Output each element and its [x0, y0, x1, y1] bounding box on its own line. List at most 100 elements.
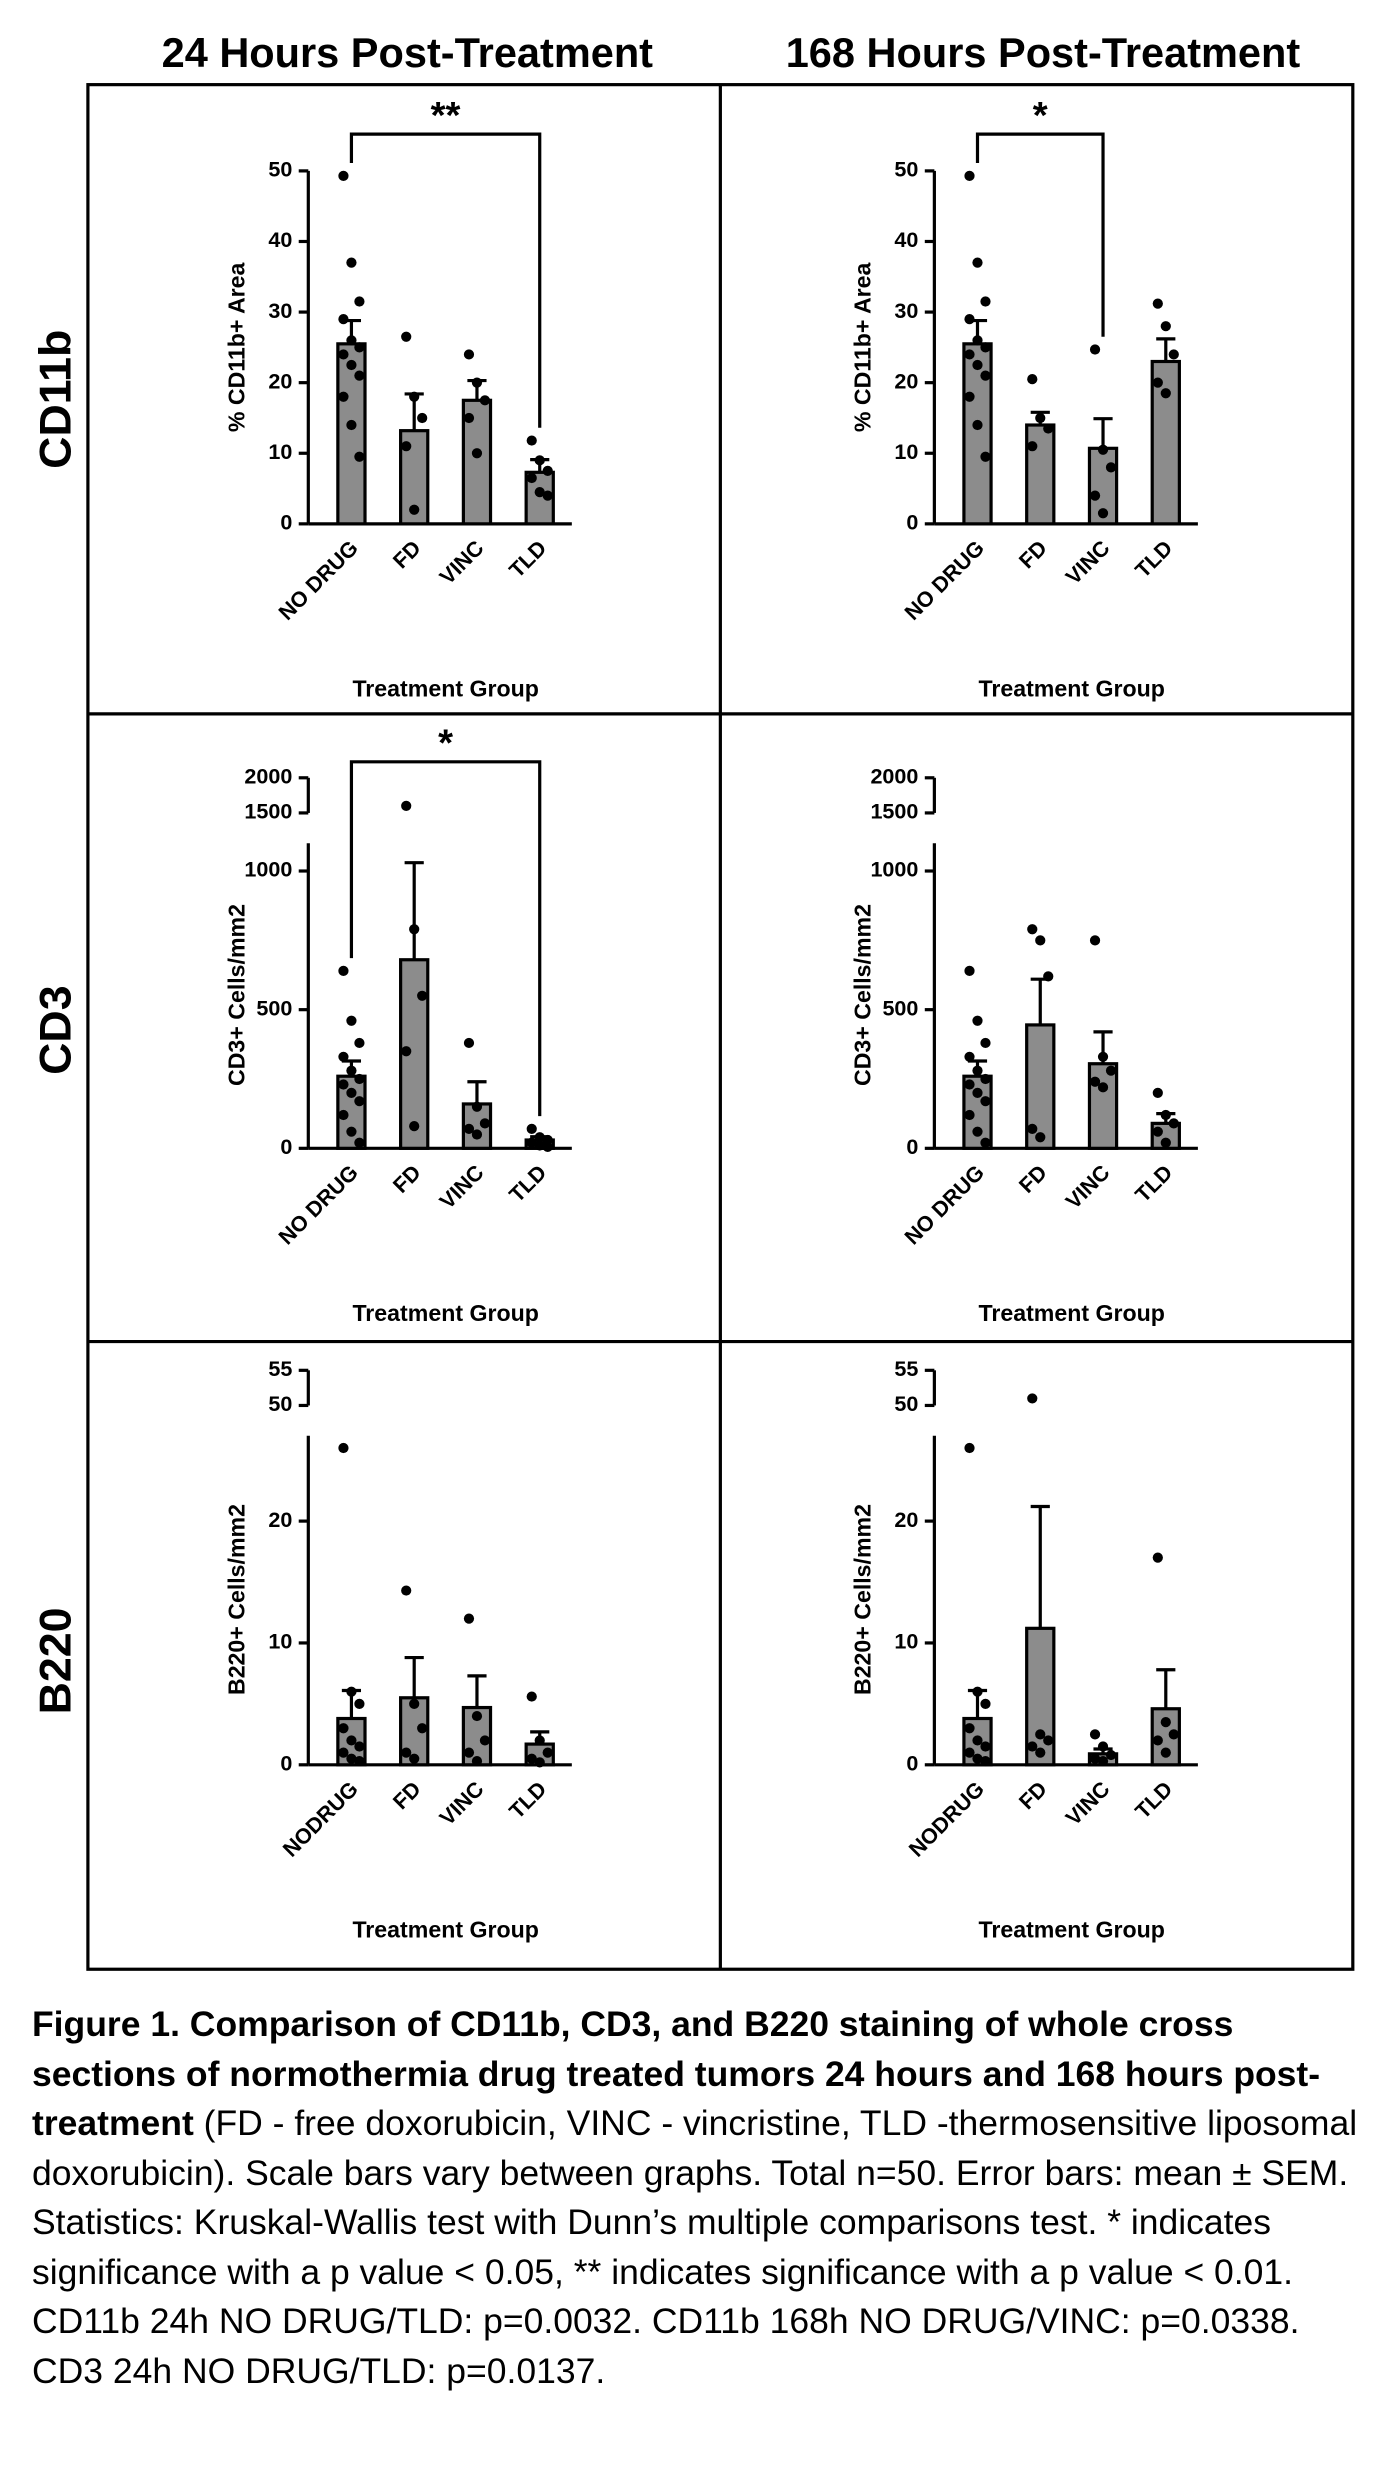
data-point [1089, 935, 1101, 946]
y-tick-label: 2000 [244, 763, 292, 788]
data-point [980, 1073, 991, 1085]
y-tick-label: 500 [882, 995, 918, 1020]
y-tick-label: 10 [268, 1629, 292, 1654]
x-tick-label: NO DRUG [899, 535, 989, 625]
data-point [526, 1691, 537, 1702]
data-point [463, 1747, 475, 1758]
data-point [354, 1698, 365, 1709]
data-point [346, 1753, 357, 1764]
data-point [354, 370, 365, 381]
data-point [346, 1087, 357, 1098]
data-point [1043, 423, 1054, 434]
x-axis-label: Treatment Group [352, 1916, 538, 1942]
y-tick-label: 2000 [870, 763, 918, 788]
error-bar [404, 861, 424, 960]
x-tick-label: FD [1014, 535, 1052, 573]
data-point [1097, 508, 1109, 519]
row-label: CD11b [31, 330, 80, 469]
data-point [1035, 412, 1046, 424]
x-tick-label: NO DRUG [899, 1160, 989, 1250]
data-point [409, 924, 420, 935]
x-axis-label: Treatment Group [352, 1300, 538, 1326]
x-axis-label: Treatment Group [979, 675, 1165, 701]
error-bar [404, 1655, 424, 1698]
data-point [972, 359, 983, 371]
data-point [338, 1442, 349, 1454]
y-tick-label: 55 [894, 1356, 918, 1381]
data-point [401, 1046, 412, 1057]
caption-label: Figure 1. Comparison of CD11b, CD3, and … [32, 2004, 1321, 2143]
data-point [409, 1698, 420, 1709]
data-point [338, 1723, 349, 1734]
data-point [534, 1735, 545, 1746]
data-point [338, 1747, 349, 1758]
y-tick-label: 40 [894, 227, 918, 252]
x-tick-label: VINC [1060, 1160, 1114, 1214]
data-point [1089, 1753, 1101, 1764]
data-point [534, 1132, 545, 1143]
x-tick-label: TLD [1130, 1160, 1177, 1207]
x-tick-label: VINC [434, 535, 488, 589]
data-point [354, 1073, 365, 1085]
error-bar [1093, 417, 1113, 449]
data-point [1160, 1109, 1171, 1121]
data-point [409, 391, 420, 402]
data-point [1089, 490, 1101, 501]
x-tick-label: NODRUG [278, 1776, 363, 1861]
x-axis-label: Treatment Group [352, 675, 538, 701]
y-tick-label: 20 [894, 1507, 918, 1532]
data-point [338, 1051, 349, 1062]
x-tick-label: FD [388, 535, 426, 573]
data-point [964, 170, 975, 181]
data-point [401, 1747, 412, 1758]
data-point [1152, 298, 1163, 309]
error-bar [1156, 337, 1176, 362]
x-tick-label: VINC [434, 1776, 488, 1830]
data-point [972, 419, 983, 431]
data-point [401, 441, 412, 452]
data-point [463, 1037, 475, 1049]
data-point [401, 800, 412, 812]
data-point [479, 1118, 491, 1129]
data-point [1035, 1132, 1046, 1143]
bar [1025, 423, 1056, 526]
data-point [972, 257, 983, 268]
data-point [964, 1723, 975, 1734]
data-point [964, 1109, 975, 1121]
y-axis-label: B220+ Cells/mm2 [849, 1504, 875, 1695]
y-axis-label: CD3+ Cells/mm2 [223, 904, 249, 1086]
x-tick-label: VINC [1060, 1776, 1114, 1830]
x-axis-label: Treatment Group [979, 1300, 1165, 1326]
data-point [972, 1753, 983, 1764]
data-point [354, 1037, 365, 1049]
data-point [972, 1735, 983, 1746]
data-point [972, 1015, 983, 1026]
data-point [1160, 1137, 1171, 1148]
data-point [964, 965, 975, 976]
y-tick-label: 10 [894, 1629, 918, 1654]
y-axis-label: % CD11b+ Area [223, 261, 249, 432]
data-point [542, 1141, 553, 1153]
data-point [1043, 971, 1054, 982]
data-point [417, 1723, 428, 1734]
data-point [542, 490, 553, 501]
y-tick-label: 10 [894, 439, 918, 464]
x-tick-label: VINC [434, 1160, 488, 1214]
data-point [354, 1741, 365, 1752]
error-bar [467, 1080, 487, 1104]
y-axis-label: % CD11b+ Area [849, 261, 875, 432]
data-point [1097, 1051, 1109, 1062]
y-tick-label: 30 [268, 298, 292, 323]
x-tick-label: FD [1014, 1160, 1052, 1198]
data-point [338, 349, 349, 360]
x-tick-label: TLD [504, 535, 551, 582]
data-point [972, 1126, 983, 1137]
data-point [1043, 1735, 1054, 1746]
error-bar [1030, 977, 1050, 1025]
data-point [1152, 1735, 1163, 1746]
y-tick-label: 1000 [870, 857, 918, 882]
data-point [534, 1757, 545, 1768]
data-point [972, 1686, 983, 1697]
y-tick-label: 30 [894, 298, 918, 323]
x-tick-label: NO DRUG [273, 1160, 363, 1250]
